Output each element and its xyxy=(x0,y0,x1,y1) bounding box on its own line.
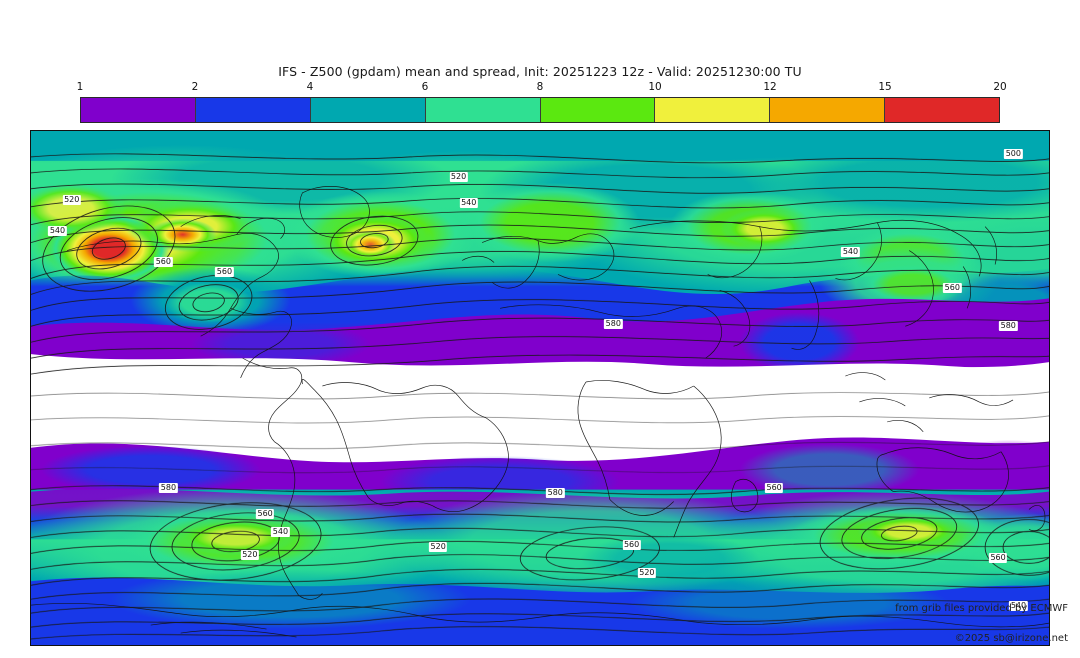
colorbar-segment xyxy=(81,98,195,122)
colorbar-tick-labels: 1 2 4 6 8 10 12 15 20 xyxy=(76,81,1007,95)
data-source-credit: from grib files provided by ECMWF xyxy=(895,603,1068,614)
copyright-credit: ©2025 sb@irizone.net xyxy=(954,633,1068,644)
page-title: IFS - Z500 (gpdam) mean and spread, Init… xyxy=(278,64,802,79)
colorbar-tick: 15 xyxy=(878,81,892,93)
colorbar-tick: 12 xyxy=(763,81,777,93)
map-canvas xyxy=(31,131,1049,645)
colorbar-segment xyxy=(309,98,425,122)
colorbar-tick: 10 xyxy=(648,81,662,93)
colorbar-segment xyxy=(194,98,310,122)
colorbar-gradient xyxy=(80,97,1000,123)
colorbar-tick: 1 xyxy=(76,81,84,93)
colorbar-segment xyxy=(884,98,999,122)
colorbar-tick: 20 xyxy=(993,81,1007,93)
colorbar-tick: 2 xyxy=(191,81,199,93)
colorbar-tick: 6 xyxy=(421,81,429,93)
colorbar-tick: 8 xyxy=(536,81,544,93)
colorbar-segment xyxy=(654,98,770,122)
colorbar-segment xyxy=(539,98,655,122)
colorbar-segment xyxy=(769,98,885,122)
colorbar-tick: 4 xyxy=(306,81,314,93)
world-map-panel[interactable]: 500 520 540 520 540 560 560 580 580 540 560 580 560 5… xyxy=(30,130,1050,646)
colorbar: 1 2 4 6 8 10 12 15 20 xyxy=(77,81,1007,123)
colorbar-segment xyxy=(424,98,540,122)
